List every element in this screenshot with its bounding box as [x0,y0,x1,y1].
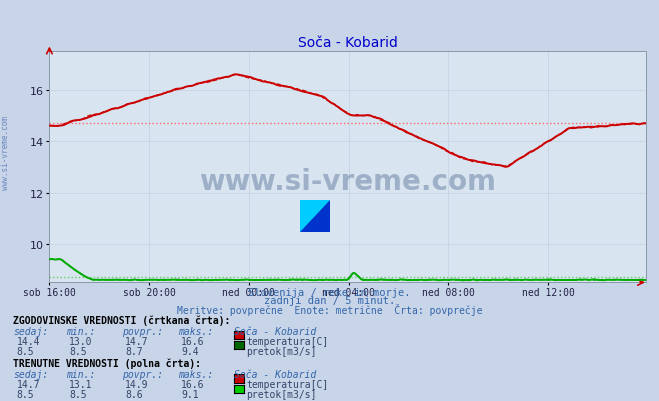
Text: 8.5: 8.5 [16,346,34,356]
Text: www.si-vreme.com: www.si-vreme.com [199,167,496,195]
Text: Meritve: povprečne  Enote: metrične  Črta: povprečje: Meritve: povprečne Enote: metrične Črta:… [177,304,482,316]
Polygon shape [300,200,330,233]
Text: sedaj:: sedaj: [13,326,48,336]
Polygon shape [300,200,330,233]
Text: min.:: min.: [66,369,96,379]
Text: 14.9: 14.9 [125,379,149,389]
Text: povpr.:: povpr.: [122,326,163,336]
Polygon shape [300,200,330,233]
Text: temperatura[C]: temperatura[C] [246,336,329,346]
Text: pretok[m3/s]: pretok[m3/s] [246,389,317,399]
Text: temperatura[C]: temperatura[C] [246,379,329,389]
Text: povpr.:: povpr.: [122,369,163,379]
Text: 14.7: 14.7 [125,336,149,346]
Text: 16.6: 16.6 [181,336,205,346]
Text: sedaj:: sedaj: [13,369,48,379]
Text: 14.7: 14.7 [16,379,40,389]
Text: min.:: min.: [66,326,96,336]
Text: 13.0: 13.0 [69,336,93,346]
Text: 16.6: 16.6 [181,379,205,389]
Text: www.si-vreme.com: www.si-vreme.com [1,115,10,189]
Text: 13.1: 13.1 [69,379,93,389]
Text: 8.5: 8.5 [69,346,87,356]
Text: 9.1: 9.1 [181,389,199,399]
Text: pretok[m3/s]: pretok[m3/s] [246,346,317,356]
Text: maks.:: maks.: [178,369,213,379]
Text: TRENUTNE VREDNOSTI (polna črta):: TRENUTNE VREDNOSTI (polna črta): [13,358,201,369]
Text: Slovenija / reke in morje.: Slovenija / reke in morje. [248,288,411,298]
Text: Soča - Kobarid: Soča - Kobarid [234,326,316,336]
Text: Soča - Kobarid: Soča - Kobarid [234,369,316,379]
Text: 9.4: 9.4 [181,346,199,356]
Text: maks.:: maks.: [178,326,213,336]
Title: Soča - Kobarid: Soča - Kobarid [298,36,397,50]
Text: 8.7: 8.7 [125,346,143,356]
Text: zadnji dan / 5 minut.: zadnji dan / 5 minut. [264,296,395,306]
Text: ZGODOVINSKE VREDNOSTI (črtkana črta):: ZGODOVINSKE VREDNOSTI (črtkana črta): [13,315,231,325]
Text: 8.5: 8.5 [16,389,34,399]
Text: 8.5: 8.5 [69,389,87,399]
Text: 14.4: 14.4 [16,336,40,346]
Text: 8.6: 8.6 [125,389,143,399]
